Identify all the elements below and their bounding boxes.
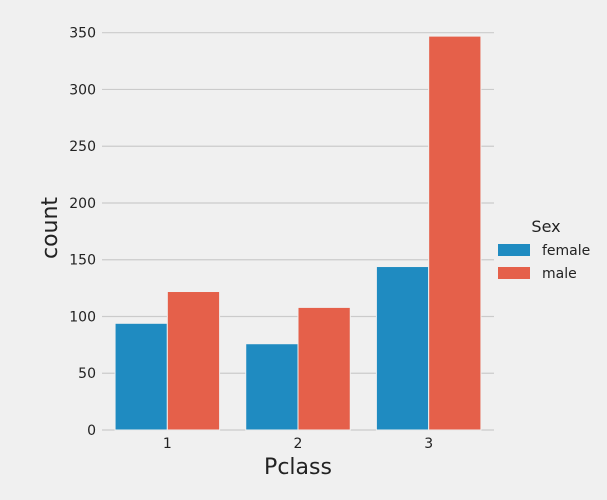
legend-label-female: female: [542, 243, 590, 259]
y-tick-label: 0: [87, 423, 96, 439]
y-tick-label: 250: [69, 139, 96, 155]
y-axis-label: count: [38, 197, 63, 259]
bars: [114, 35, 482, 431]
bar-female-1: [114, 322, 168, 431]
bar-female-2: [245, 343, 299, 431]
legend-swatch-male: [498, 267, 530, 279]
legend: Sex female male: [498, 217, 590, 282]
y-tick-label: 100: [69, 309, 96, 325]
bar-female-3: [375, 266, 430, 431]
legend-title: Sex: [531, 217, 560, 236]
legend-label-male: male: [542, 266, 577, 282]
y-tick-labels: 0 50 100 150 200 250 300 350: [69, 26, 96, 439]
legend-swatch-female: [498, 244, 530, 256]
y-tick-label: 150: [69, 253, 96, 269]
x-tick-label: 2: [294, 436, 303, 452]
y-tick-label: 350: [69, 26, 96, 42]
bar-male-1: [166, 291, 221, 431]
x-tick-label: 1: [163, 436, 172, 452]
y-tick-label: 200: [69, 196, 96, 212]
bar-male-2: [297, 306, 351, 431]
bar-male-3: [428, 35, 482, 431]
y-tick-label: 300: [69, 82, 96, 98]
x-tick-labels: 1 2 3: [163, 436, 433, 452]
x-axis-label: Pclass: [264, 455, 332, 480]
x-tick-label: 3: [424, 436, 433, 452]
y-tick-label: 50: [78, 366, 96, 382]
